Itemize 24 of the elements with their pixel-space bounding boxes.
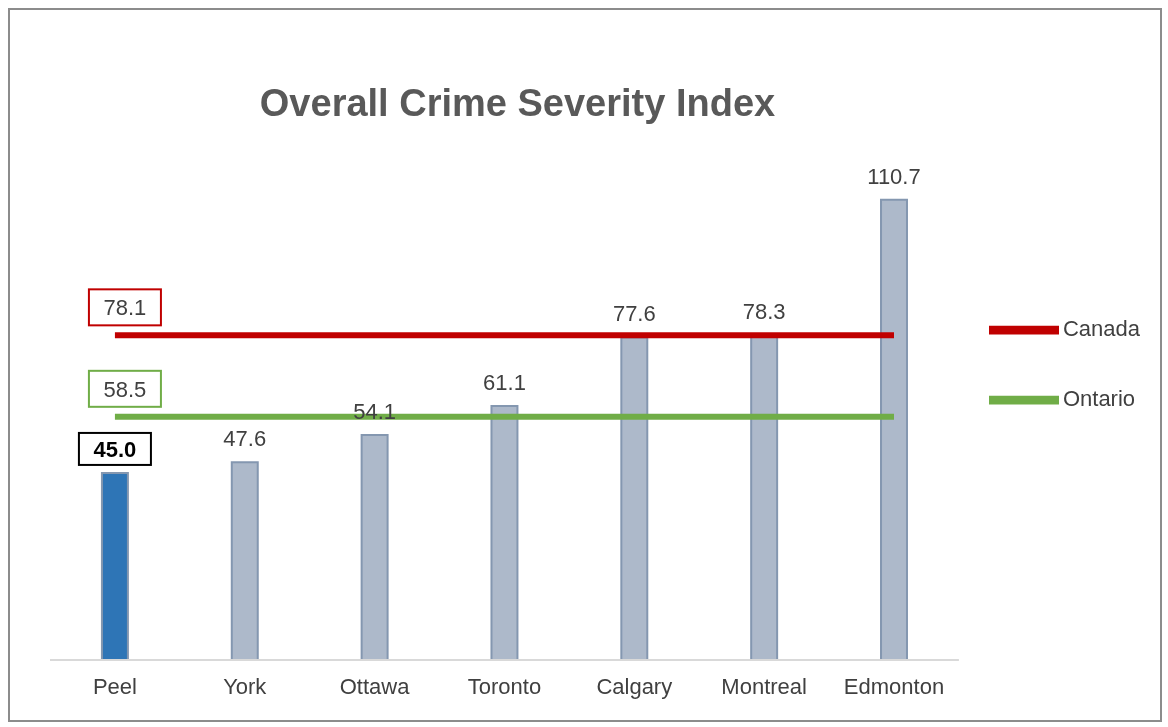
x-tick-label: Calgary [596, 673, 673, 699]
data-label: 78.1 [103, 295, 147, 321]
bar [360, 434, 389, 660]
bar [620, 336, 649, 660]
bar [230, 461, 259, 660]
legend-label: Canada [1062, 315, 1140, 341]
x-tick-label: Toronto [467, 673, 542, 699]
bar [880, 198, 908, 660]
data-label: 47.6 [223, 426, 267, 452]
data-label: 77.6 [612, 301, 656, 327]
legend-label: Ontario [1062, 385, 1136, 411]
bar [490, 405, 519, 660]
bar [100, 471, 129, 660]
x-tick-label: Ottawa [339, 673, 411, 699]
data-label: 58.5 [103, 376, 147, 402]
x-tick-label: Montreal [721, 673, 807, 699]
data-label: 61.1 [483, 370, 526, 396]
data-label: 45.0 [93, 436, 137, 462]
x-tick-label: Peel [92, 673, 137, 699]
x-tick-label: York [223, 673, 268, 699]
x-tick-label: Edmonton [843, 673, 945, 699]
chart-title: Overall Crime Severity Index [258, 82, 777, 125]
data-label: 110.7 [867, 163, 921, 189]
data-label: 78.3 [742, 298, 786, 324]
